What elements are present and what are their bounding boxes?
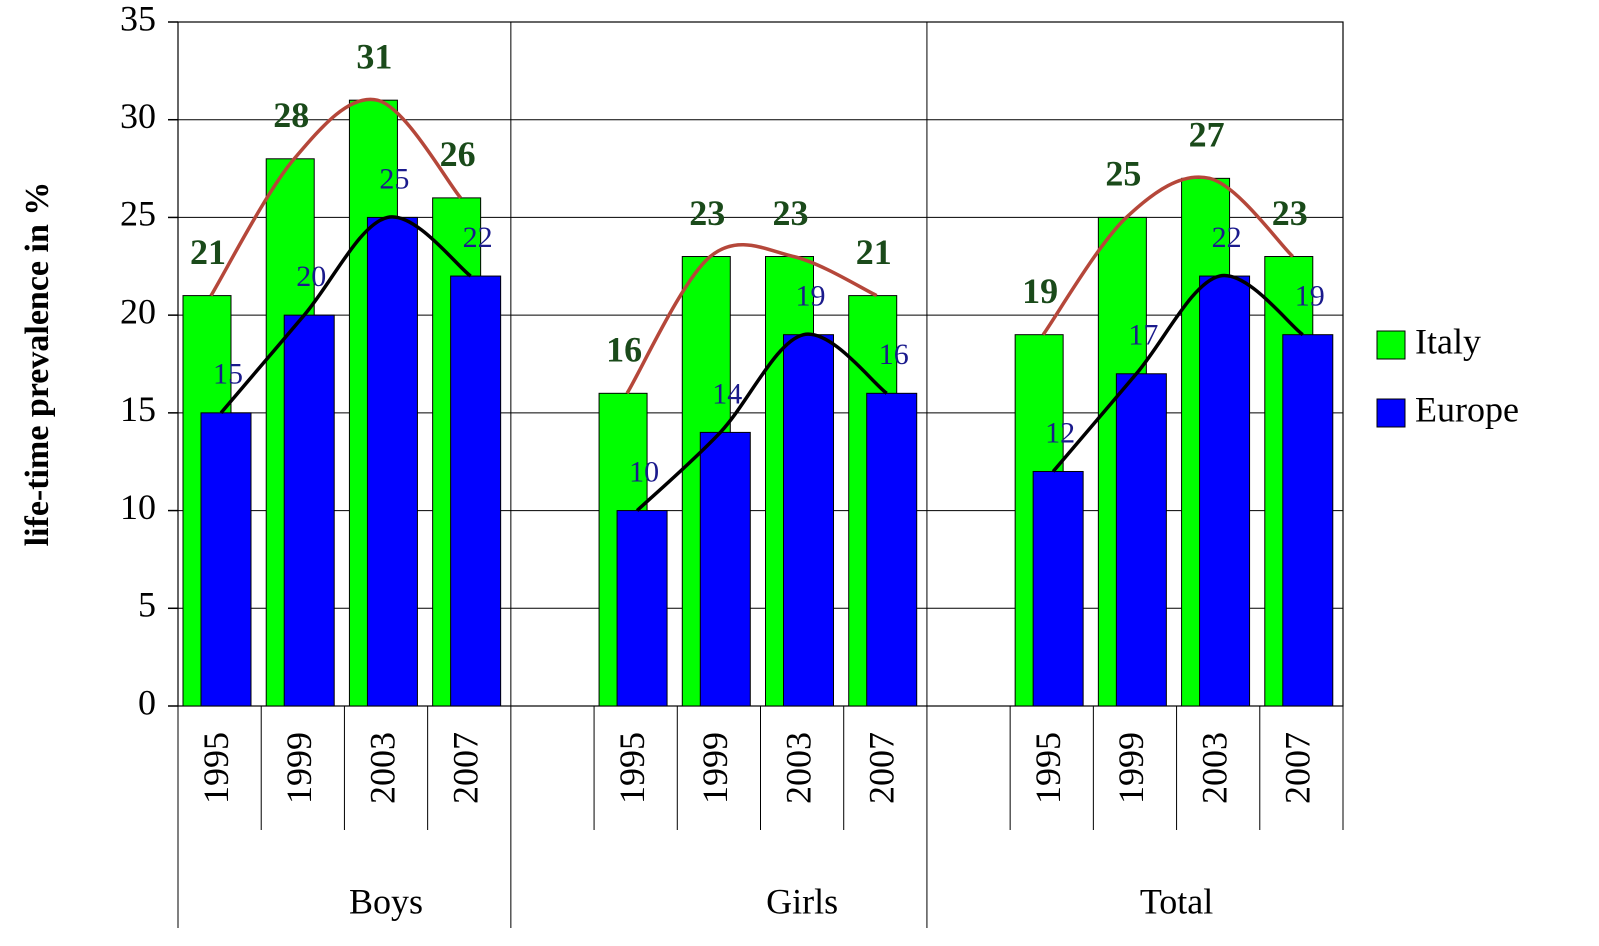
y-axis-label: life-time prevalence in % [19, 182, 56, 547]
group-label: Girls [766, 881, 838, 921]
x-tick-label: 2007 [1278, 732, 1318, 804]
data-label: 28 [273, 95, 309, 135]
bar [1199, 275, 1251, 707]
x-tick-label: 2003 [1194, 732, 1234, 804]
data-label: 25 [1105, 154, 1141, 194]
bar [283, 314, 335, 707]
bar [699, 431, 751, 707]
legend-label: Italy [1415, 321, 1481, 361]
x-tick-label: 2003 [362, 732, 402, 804]
data-label: 19 [796, 280, 826, 313]
data-label: 23 [773, 193, 809, 233]
data-label: 21 [190, 232, 226, 272]
data-label: 31 [356, 36, 392, 76]
data-label: 27 [1189, 115, 1225, 155]
data-label: 14 [712, 377, 742, 410]
data-label: 20 [296, 260, 326, 293]
trend-line [209, 97, 1295, 395]
bar [1115, 373, 1167, 707]
data-label: 23 [1272, 193, 1308, 233]
data-label: 22 [1212, 221, 1242, 254]
trend-line [219, 215, 1304, 512]
y-tick-label: 30 [120, 96, 156, 136]
bar [616, 510, 668, 707]
legend-label: Europe [1415, 389, 1519, 429]
x-tick-label: 1999 [1111, 732, 1151, 804]
y-tick-label: 10 [120, 487, 156, 527]
data-label: 10 [629, 455, 659, 488]
y-tick-label: 15 [120, 389, 156, 429]
bar [1282, 334, 1334, 707]
data-label: 23 [689, 193, 725, 233]
x-tick-label: 2003 [778, 732, 818, 804]
y-tick-label: 25 [120, 194, 156, 234]
data-label: 25 [379, 162, 409, 195]
bar [450, 275, 502, 707]
group-label: Total [1140, 881, 1213, 921]
bar [366, 216, 418, 707]
data-label: 19 [1295, 280, 1325, 313]
x-tick-label: 1999 [695, 732, 735, 804]
data-label: 12 [1045, 416, 1075, 449]
data-label: 15 [213, 358, 243, 391]
y-tick-label: 5 [138, 585, 156, 625]
group-label: Boys [349, 881, 423, 921]
legend-swatch [1376, 398, 1406, 428]
y-tick-label: 35 [120, 0, 156, 38]
data-label: 16 [606, 330, 642, 370]
x-tick-label: 2007 [862, 732, 902, 804]
data-label: 21 [856, 232, 892, 272]
x-tick-label: 1995 [1028, 732, 1068, 804]
x-tick-label: 1999 [279, 732, 319, 804]
y-tick-label: 20 [120, 291, 156, 331]
bar [200, 412, 252, 707]
bar [866, 392, 918, 707]
legend-swatch [1376, 330, 1406, 360]
x-tick-label: 1995 [612, 732, 652, 804]
data-label: 26 [440, 134, 476, 174]
y-tick-label: 0 [138, 682, 156, 722]
data-label: 17 [1128, 319, 1158, 352]
x-tick-label: 1995 [196, 732, 236, 804]
data-label: 22 [463, 221, 493, 254]
bar [1032, 470, 1084, 707]
data-label: 16 [879, 338, 909, 371]
data-label: 19 [1022, 271, 1058, 311]
bar [783, 334, 834, 707]
x-tick-label: 2007 [446, 732, 486, 804]
